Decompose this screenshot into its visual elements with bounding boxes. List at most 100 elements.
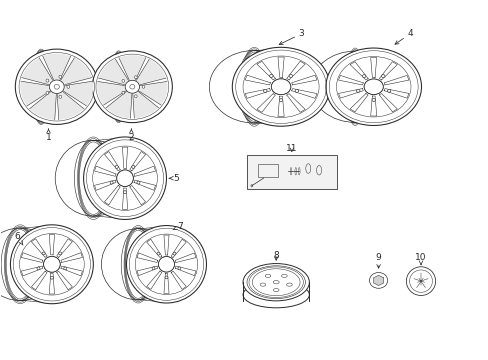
Ellipse shape xyxy=(371,99,375,101)
Polygon shape xyxy=(175,253,196,262)
Ellipse shape xyxy=(110,181,113,184)
Ellipse shape xyxy=(286,283,292,286)
Polygon shape xyxy=(130,152,145,171)
Ellipse shape xyxy=(263,90,266,92)
Polygon shape xyxy=(163,274,169,293)
Ellipse shape xyxy=(288,75,292,77)
Polygon shape xyxy=(61,266,82,276)
Polygon shape xyxy=(338,89,363,98)
Ellipse shape xyxy=(132,165,135,168)
Polygon shape xyxy=(379,62,397,80)
Polygon shape xyxy=(338,75,363,85)
Polygon shape xyxy=(21,266,43,276)
Ellipse shape xyxy=(50,276,53,279)
Polygon shape xyxy=(106,92,132,118)
Polygon shape xyxy=(291,89,316,98)
Ellipse shape xyxy=(42,252,45,255)
Polygon shape xyxy=(94,180,116,190)
Polygon shape xyxy=(163,235,169,255)
Polygon shape xyxy=(136,59,166,85)
Polygon shape xyxy=(286,94,305,112)
Ellipse shape xyxy=(59,252,61,255)
Ellipse shape xyxy=(371,99,375,101)
Ellipse shape xyxy=(178,267,181,270)
Ellipse shape xyxy=(152,267,155,270)
Ellipse shape xyxy=(386,90,390,92)
Ellipse shape xyxy=(173,252,176,255)
Ellipse shape xyxy=(386,90,390,92)
Ellipse shape xyxy=(271,79,290,95)
Ellipse shape xyxy=(10,225,93,304)
Text: 6: 6 xyxy=(14,232,23,245)
Polygon shape xyxy=(49,274,55,294)
Ellipse shape xyxy=(381,75,384,77)
Ellipse shape xyxy=(364,79,383,95)
Polygon shape xyxy=(20,81,49,106)
Ellipse shape xyxy=(279,99,282,102)
Polygon shape xyxy=(277,57,284,77)
Ellipse shape xyxy=(273,288,279,292)
Ellipse shape xyxy=(46,79,49,82)
Polygon shape xyxy=(370,58,376,77)
Polygon shape xyxy=(29,92,56,120)
Ellipse shape xyxy=(46,91,49,94)
Ellipse shape xyxy=(281,274,286,278)
Ellipse shape xyxy=(362,75,365,77)
Bar xyxy=(246,155,336,189)
Polygon shape xyxy=(175,266,196,276)
Ellipse shape xyxy=(406,267,435,296)
Ellipse shape xyxy=(117,170,133,186)
Polygon shape xyxy=(61,253,82,262)
Ellipse shape xyxy=(59,75,61,78)
Polygon shape xyxy=(122,147,127,168)
Ellipse shape xyxy=(269,75,272,77)
Text: 8: 8 xyxy=(273,251,279,260)
Ellipse shape xyxy=(325,48,421,126)
Polygon shape xyxy=(137,253,158,262)
Ellipse shape xyxy=(158,257,174,272)
Polygon shape xyxy=(21,253,43,262)
Ellipse shape xyxy=(37,267,40,270)
Polygon shape xyxy=(21,58,52,85)
Ellipse shape xyxy=(295,90,298,92)
Ellipse shape xyxy=(37,267,40,270)
Polygon shape xyxy=(133,92,158,118)
Ellipse shape xyxy=(173,252,176,255)
Ellipse shape xyxy=(269,75,272,77)
Ellipse shape xyxy=(134,95,137,98)
Ellipse shape xyxy=(42,252,45,255)
Ellipse shape xyxy=(158,257,174,272)
Polygon shape xyxy=(286,61,305,80)
Ellipse shape xyxy=(126,226,206,303)
Text: 1: 1 xyxy=(45,129,51,142)
Ellipse shape xyxy=(137,181,140,184)
Ellipse shape xyxy=(67,85,70,88)
Ellipse shape xyxy=(381,75,384,77)
Text: 9: 9 xyxy=(375,253,381,268)
Text: 3: 3 xyxy=(279,29,304,45)
Ellipse shape xyxy=(130,85,135,89)
Polygon shape xyxy=(384,75,408,85)
Polygon shape xyxy=(244,89,270,98)
Ellipse shape xyxy=(125,80,139,93)
Ellipse shape xyxy=(49,80,64,94)
Ellipse shape xyxy=(59,95,61,98)
Ellipse shape xyxy=(64,267,66,270)
Polygon shape xyxy=(384,89,408,98)
Ellipse shape xyxy=(59,252,61,255)
Ellipse shape xyxy=(132,165,135,168)
Ellipse shape xyxy=(165,276,167,279)
Polygon shape xyxy=(61,58,92,85)
Ellipse shape xyxy=(115,165,118,168)
Ellipse shape xyxy=(110,181,113,184)
Ellipse shape xyxy=(260,283,265,286)
Polygon shape xyxy=(94,166,116,176)
Polygon shape xyxy=(146,239,162,257)
Text: 7: 7 xyxy=(173,222,183,231)
Ellipse shape xyxy=(157,252,160,255)
Ellipse shape xyxy=(43,256,60,272)
Polygon shape xyxy=(349,94,367,112)
Ellipse shape xyxy=(165,276,167,279)
Polygon shape xyxy=(57,239,72,257)
Polygon shape xyxy=(373,275,383,285)
